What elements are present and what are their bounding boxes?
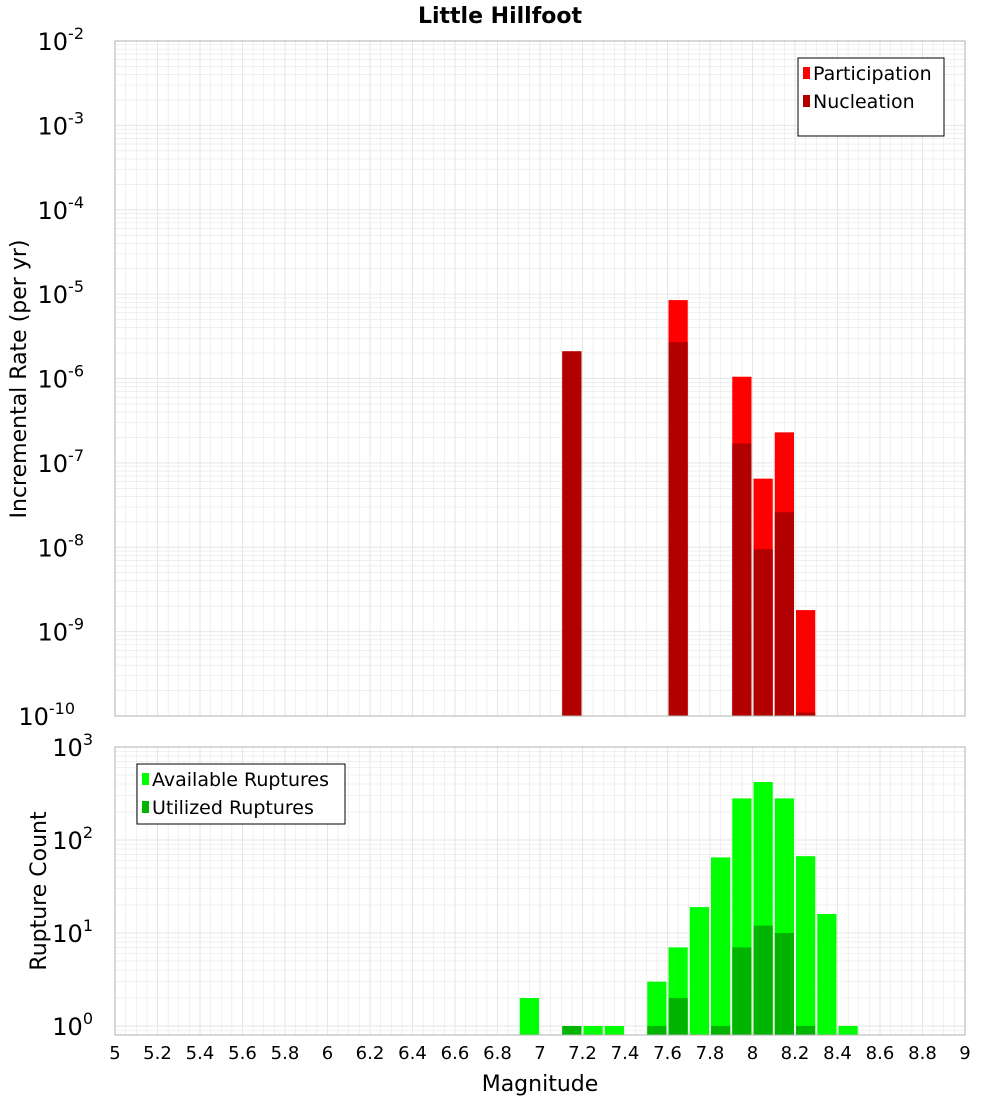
- rate-y-tick-label: 10-4: [38, 193, 85, 225]
- count-bar-s2: [647, 1025, 667, 1035]
- count-bar-s1: [647, 981, 667, 1035]
- count-bar-s1: [796, 856, 816, 1035]
- top-y-axis-label: Incremental Rate (per yr): [7, 240, 32, 519]
- count-y-tick-label: 101: [52, 916, 93, 948]
- x-tick-label: 5.6: [228, 1043, 257, 1064]
- rate-bar-s2: [732, 443, 752, 716]
- count-bar-s2: [753, 925, 773, 1035]
- x-tick-label: 9: [959, 1043, 970, 1064]
- x-tick-label: 8.2: [781, 1043, 810, 1064]
- rate-legend-label: Participation: [813, 63, 932, 85]
- rate-y-tick-label: 10-7: [38, 446, 85, 478]
- count-bar-s2: [711, 1025, 731, 1035]
- count-legend-label: Utilized Ruptures: [152, 797, 314, 819]
- x-tick-label: 5.4: [186, 1043, 215, 1064]
- rate-bar-s1: [796, 610, 816, 716]
- count-legend-label: Available Ruptures: [152, 769, 329, 791]
- rate-y-tick-label: 10-5: [38, 277, 85, 309]
- chart-title: Little Hillfoot: [418, 4, 583, 29]
- x-tick-label: 8: [747, 1043, 758, 1064]
- rate-bar-s2: [753, 549, 773, 716]
- plot-area: 10-2 10-3 10-4 10-5 10-6 10-7 10-8 10-9 10-10 Par…: [18, 24, 970, 1064]
- rate-panel: 10-2 10-3 10-4 10-5 10-6 10-7 10-8 10-9 10-10 Par…: [18, 24, 966, 731]
- count-bar-s2: [562, 1025, 582, 1035]
- rate-bar-s2: [668, 342, 688, 716]
- count-plot-frame: [114, 746, 966, 1036]
- count-bar-s2: [668, 997, 688, 1035]
- rate-y-tick-label: 10-2: [38, 24, 85, 56]
- count-bar-s1: [711, 857, 731, 1035]
- count-y-tick-label: 103: [52, 730, 93, 762]
- count-bar-s1: [583, 1025, 603, 1035]
- rate-bar-s2: [796, 712, 816, 716]
- count-bar-s1: [604, 1025, 624, 1035]
- count-bar-s2: [774, 932, 794, 1035]
- count-bar-s1: [689, 907, 709, 1035]
- x-tick-label: 5.8: [271, 1043, 300, 1064]
- count-bar-s1: [817, 914, 837, 1035]
- x-tick-label: 6.4: [398, 1043, 427, 1064]
- x-tick-label: 7.2: [568, 1043, 597, 1064]
- rate-legend-swatch: [803, 95, 810, 107]
- count-bar-s1: [838, 1025, 858, 1035]
- count-y-tick-label: 100: [52, 1009, 93, 1041]
- x-tick-label: 8.6: [866, 1043, 895, 1064]
- x-tick-label: 6: [322, 1043, 333, 1064]
- count-legend-swatch: [142, 801, 149, 813]
- count-legend-swatch: [142, 773, 149, 785]
- x-tick-label: 7.4: [611, 1043, 640, 1064]
- x-tick-label: 6.8: [483, 1043, 512, 1064]
- x-tick-label: 7.6: [653, 1043, 682, 1064]
- x-tick-label: 7.8: [696, 1043, 725, 1064]
- x-tick-label: 5: [109, 1043, 120, 1064]
- rate-y-tick-label: 10-8: [38, 530, 85, 562]
- count-y-tick-label: 102: [52, 823, 93, 855]
- count-bar-s2: [732, 947, 752, 1035]
- x-tick-label: 7: [534, 1043, 545, 1064]
- x-tick-label: 6.6: [441, 1043, 470, 1064]
- bottom-y-axis-label: Rupture Count: [27, 811, 52, 971]
- rate-y-tick-label: 10-9: [38, 615, 85, 647]
- count-panel: 103 102 101 100 Available Ruptures Utilized R…: [52, 730, 966, 1041]
- rate-y-tick-label: 10-6: [38, 362, 85, 394]
- rate-y-tick-label: 10-3: [38, 108, 85, 140]
- rate-legend-box: [797, 57, 945, 137]
- rate-bar-s2: [774, 512, 794, 716]
- rate-plot-frame: [114, 40, 966, 717]
- x-tick-label: 6.2: [356, 1043, 385, 1064]
- count-bar-s2: [796, 1025, 816, 1035]
- rate-legend-swatch: [803, 67, 810, 79]
- x-tick-label: 8.8: [908, 1043, 937, 1064]
- rate-y-tick-label: 10-10: [18, 699, 75, 731]
- count-bar-s1: [519, 997, 539, 1035]
- rate-bar-s2: [562, 351, 582, 716]
- rate-legend-label: Nucleation: [813, 91, 915, 113]
- x-axis-label: Magnitude: [482, 1072, 599, 1097]
- count-legend-box: [136, 763, 346, 825]
- x-tick-label: 8.4: [823, 1043, 852, 1064]
- x-tick-label: 5.2: [143, 1043, 172, 1064]
